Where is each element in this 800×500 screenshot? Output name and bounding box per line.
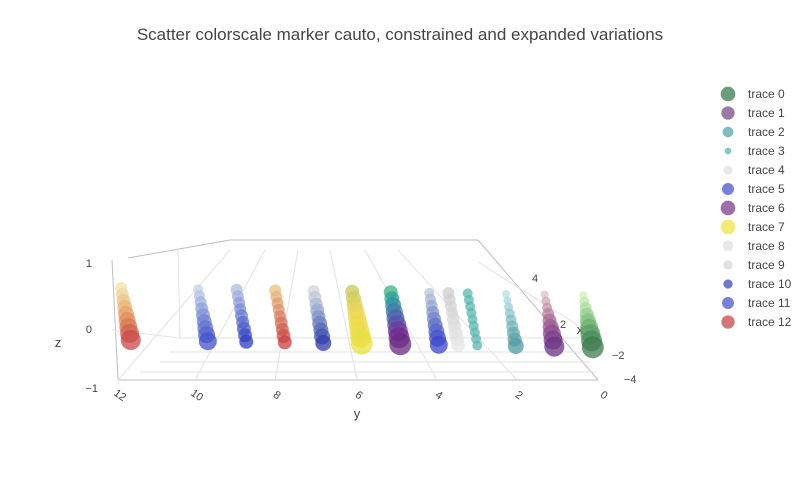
legend-marker [722, 240, 734, 252]
legend-marker [724, 147, 732, 155]
data-point [350, 332, 373, 355]
legend[interactable]: trace 0 trace 1 trace 2 trace 3 trace 4 trace… [720, 86, 792, 329]
grid-line [477, 261, 599, 339]
legend-marker [721, 315, 735, 329]
legend-label: trace 8 [748, 239, 785, 253]
legend-label: trace 7 [748, 220, 785, 234]
legend-label: trace 2 [748, 125, 785, 139]
legend-item[interactable]: trace 10 [723, 277, 792, 291]
data-point [389, 333, 412, 356]
z-tick-label: 0 [86, 324, 92, 336]
grid-line [274, 249, 299, 381]
legend-item[interactable]: trace 6 [720, 200, 785, 216]
legend-label: trace 1 [748, 106, 785, 120]
y-tick-label: 0 [598, 389, 610, 402]
data-point [502, 290, 511, 298]
box-edge [111, 259, 119, 381]
legend-marker [722, 183, 734, 195]
legend-marker [722, 126, 734, 138]
data-point [503, 296, 512, 305]
data-point [451, 338, 466, 353]
z-tick-label: −1 [85, 383, 98, 395]
y-tick-label: 12 [111, 387, 128, 404]
z-axis-title: z [55, 335, 62, 350]
legend-label: trace 12 [748, 315, 792, 329]
legend-marker [721, 106, 735, 120]
legend-label: trace 5 [748, 182, 785, 196]
data-point [239, 334, 254, 349]
grid-line [329, 249, 358, 381]
x-tick-label: −4 [624, 374, 637, 386]
y-tick-label: 4 [433, 389, 445, 402]
box-edge [127, 239, 231, 259]
legend-item[interactable]: trace 2 [722, 125, 785, 139]
y-tick-label: 6 [353, 389, 365, 402]
legend-item[interactable]: trace 12 [721, 315, 792, 329]
y-tick-label: 2 [513, 389, 525, 402]
legend-label: trace 11 [748, 296, 791, 310]
y-tick-label: 10 [188, 387, 205, 404]
grid-line [117, 249, 231, 381]
x-tick-label: −2 [612, 350, 625, 362]
legend-marker [723, 165, 733, 175]
data-points [115, 282, 604, 359]
legend-marker [720, 86, 736, 102]
y-tick-label: 8 [271, 389, 283, 402]
legend-label: trace 6 [748, 201, 785, 215]
legend-item[interactable]: trace 1 [721, 106, 785, 120]
legend-label: trace 3 [748, 144, 785, 158]
legend-marker [720, 219, 736, 235]
chart-title: Scatter colorscale marker cauto, constra… [137, 25, 663, 44]
legend-label: trace 0 [748, 87, 785, 101]
legend-item[interactable]: trace 0 [720, 86, 785, 102]
x-tick-label: 2 [560, 319, 566, 331]
data-point [120, 330, 141, 350]
legend-marker [723, 279, 733, 289]
z-tick-label: 1 [86, 258, 92, 270]
data-point [540, 290, 549, 299]
data-point [472, 340, 483, 351]
legend-item[interactable]: trace 4 [723, 163, 785, 177]
legend-item[interactable]: trace 9 [723, 258, 785, 272]
legend-marker [720, 200, 736, 216]
y-axis-title: y [354, 406, 361, 421]
x-axis-title: x [577, 322, 584, 337]
legend-item[interactable]: trace 8 [722, 239, 785, 253]
grid-line [177, 249, 181, 339]
legend-label: trace 9 [748, 258, 785, 272]
legend-item[interactable]: trace 11 [722, 296, 791, 310]
x-tick-label: 4 [532, 273, 538, 285]
box-edge [477, 239, 599, 381]
legend-marker [723, 260, 733, 270]
legend-label: trace 10 [748, 277, 792, 291]
data-point [315, 335, 332, 351]
grid-line [194, 249, 266, 381]
legend-marker [722, 297, 734, 309]
legend-item[interactable]: trace 3 [724, 144, 785, 158]
data-point [544, 336, 565, 357]
data-point [277, 335, 292, 350]
legend-item[interactable]: trace 5 [722, 182, 785, 196]
legend-label: trace 4 [748, 163, 785, 177]
data-point [429, 335, 448, 354]
data-point [581, 336, 604, 359]
legend-item[interactable]: trace 7 [720, 219, 785, 235]
data-point [507, 338, 524, 354]
data-point [198, 332, 217, 351]
